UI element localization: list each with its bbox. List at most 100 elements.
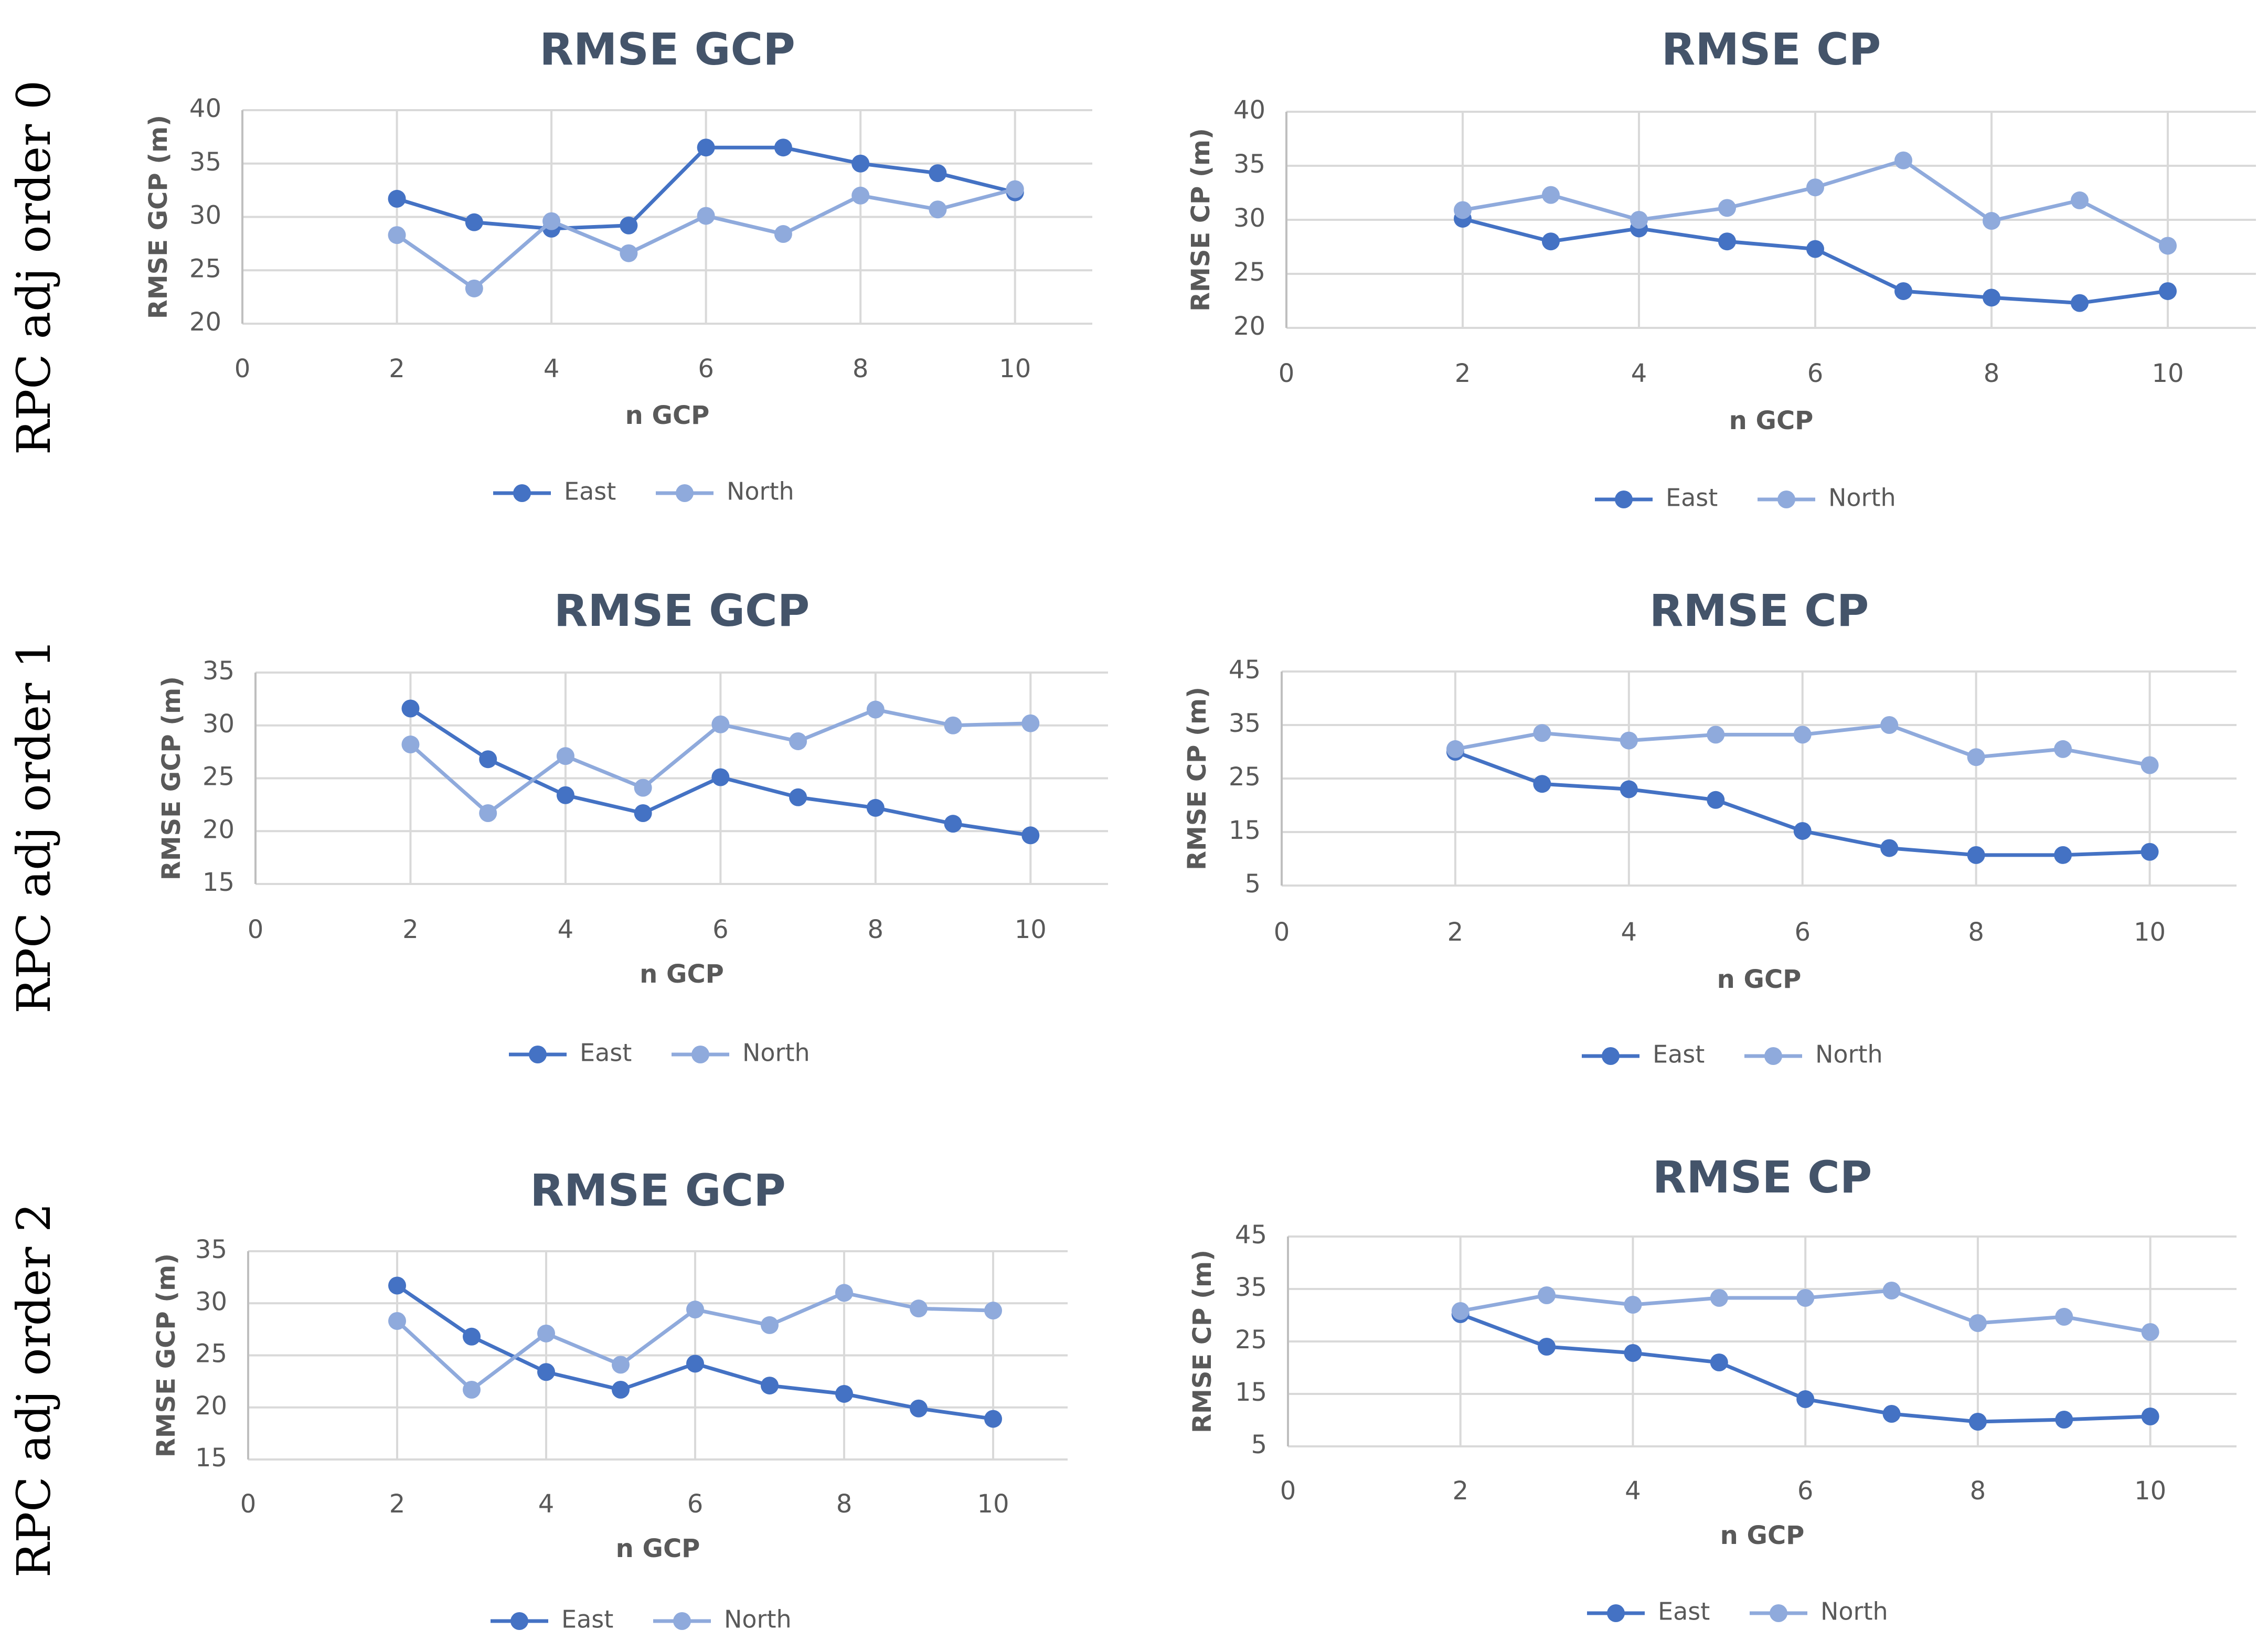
y-tick-label: 45	[1235, 1220, 1267, 1250]
data-point-east	[789, 788, 807, 806]
y-axis-title: RMSE GCP (m)	[144, 115, 173, 319]
legend-label-north: North	[727, 477, 794, 506]
data-point-east	[1793, 822, 1812, 840]
data-point-north	[1968, 1314, 1987, 1332]
data-point-north	[479, 804, 497, 822]
data-point-north	[1707, 726, 1725, 744]
y-tick-label: 35	[1229, 709, 1261, 738]
legend-label-east: East	[1658, 1597, 1710, 1626]
data-point-north	[2141, 756, 2159, 774]
data-point-north	[1718, 199, 1736, 217]
x-tick-label: 0	[235, 354, 251, 383]
data-point-east	[2055, 1411, 2073, 1429]
x-tick-label: 10	[999, 354, 1031, 383]
legend-label-north: North	[1820, 1597, 1888, 1626]
data-point-east	[1533, 775, 1551, 793]
legend-label-east: East	[1653, 1040, 1705, 1069]
data-point-east	[556, 786, 574, 804]
x-tick-label: 4	[544, 354, 560, 383]
x-tick-label: 4	[538, 1489, 555, 1519]
legend: East North	[1595, 484, 1896, 512]
y-tick-label: 15	[1235, 1378, 1267, 1407]
data-point-north	[1542, 186, 1560, 204]
y-axis-title: RMSE CP (m)	[1188, 1250, 1217, 1433]
x-tick-label: 2	[402, 915, 419, 944]
x-axis-title: n GCP	[1720, 1521, 1805, 1550]
y-tick-label: 25	[195, 1339, 227, 1369]
row-label-order-2: RPC adj order 2	[7, 1203, 61, 1578]
legend-label-east: East	[561, 1605, 613, 1634]
x-tick-label: 10	[2134, 1476, 2166, 1506]
x-tick-label: 8	[1970, 1476, 1986, 1506]
data-point-north	[542, 212, 561, 230]
x-tick-label: 2	[1447, 918, 1464, 947]
data-point-east	[401, 699, 420, 718]
legend-label-north: North	[742, 1039, 810, 1067]
data-point-north	[1793, 726, 1812, 744]
legend-label-east: East	[1666, 484, 1718, 512]
data-point-east	[761, 1377, 779, 1395]
data-point-east	[1624, 1344, 1642, 1362]
x-axis-title: n GCP	[616, 1534, 700, 1563]
y-tick-label: 15	[203, 868, 235, 897]
data-point-north	[401, 736, 420, 754]
x-tick-label: 0	[1280, 1476, 1296, 1506]
x-tick-label: 6	[1794, 918, 1811, 947]
x-axis-title: n GCP	[1717, 965, 1802, 994]
data-point-north	[1882, 1282, 1901, 1299]
y-tick-label: 5	[1251, 1430, 1267, 1459]
data-point-east	[388, 1276, 406, 1295]
row-label-order-1: RPC adj order 1	[7, 639, 61, 1014]
data-point-north	[929, 200, 947, 219]
row-label-order-0: RPC adj order 0	[7, 80, 61, 455]
x-tick-label: 4	[1621, 918, 1637, 947]
data-point-east	[1538, 1338, 1556, 1356]
data-point-north	[2141, 1323, 2159, 1341]
x-axis-title: n GCP	[640, 960, 724, 989]
data-point-east	[1968, 1413, 1987, 1431]
y-axis-title: RMSE CP (m)	[1186, 128, 1216, 312]
chart-1: RMSE GCP 20 25 30 35 40 0 2 4 6 8 10 n GCP RMSE GCP (…	[144, 24, 1092, 506]
chart-3: RMSE GCP 15 20 25 30 35 0 2 4 6 8 10 n GCP RMSE GCP (…	[157, 585, 1108, 1067]
data-point-north	[620, 244, 638, 262]
data-point-east	[866, 798, 885, 817]
legend-marker-east	[1615, 491, 1633, 508]
x-tick-label: 8	[1984, 359, 2000, 388]
data-point-east	[711, 768, 730, 786]
y-tick-label: 35	[203, 656, 235, 686]
x-tick-label: 8	[868, 915, 884, 944]
data-point-north	[774, 225, 792, 243]
chart-4: RMSE CP 5 15 25 35 45 0 2 4 6 8 10 n GCP RMSE CP (m) E…	[1183, 585, 2237, 1069]
x-tick-label: 2	[389, 354, 405, 383]
x-tick-label: 2	[1452, 1476, 1468, 1506]
y-tick-label: 30	[203, 709, 235, 739]
y-tick-label: 35	[1235, 1273, 1267, 1302]
data-point-north	[2071, 191, 2089, 209]
data-point-north	[2159, 237, 2177, 255]
data-point-north	[697, 207, 715, 225]
data-point-north	[1021, 714, 1040, 732]
data-point-north	[1006, 180, 1024, 198]
legend-marker-north	[1777, 491, 1795, 508]
data-point-north	[1894, 151, 1912, 169]
x-tick-label: 8	[853, 354, 869, 383]
data-point-north	[1620, 731, 1638, 750]
data-point-east	[1967, 846, 1985, 864]
data-point-east	[1620, 780, 1638, 798]
data-point-north	[761, 1316, 779, 1334]
legend: East North	[1587, 1597, 1888, 1626]
data-point-east	[835, 1384, 853, 1403]
y-tick-label: 30	[189, 201, 221, 230]
legend-marker-north	[676, 484, 694, 502]
data-point-east	[2141, 1408, 2159, 1425]
y-tick-label: 40	[189, 94, 221, 123]
legend-marker-north	[673, 1612, 691, 1630]
data-point-east	[1542, 232, 1560, 251]
x-tick-label: 4	[558, 915, 574, 944]
y-tick-label: 45	[1229, 655, 1261, 685]
legend-marker-east	[1602, 1047, 1620, 1065]
data-point-east	[388, 189, 406, 208]
y-axis-title: RMSE GCP (m)	[152, 1253, 181, 1457]
